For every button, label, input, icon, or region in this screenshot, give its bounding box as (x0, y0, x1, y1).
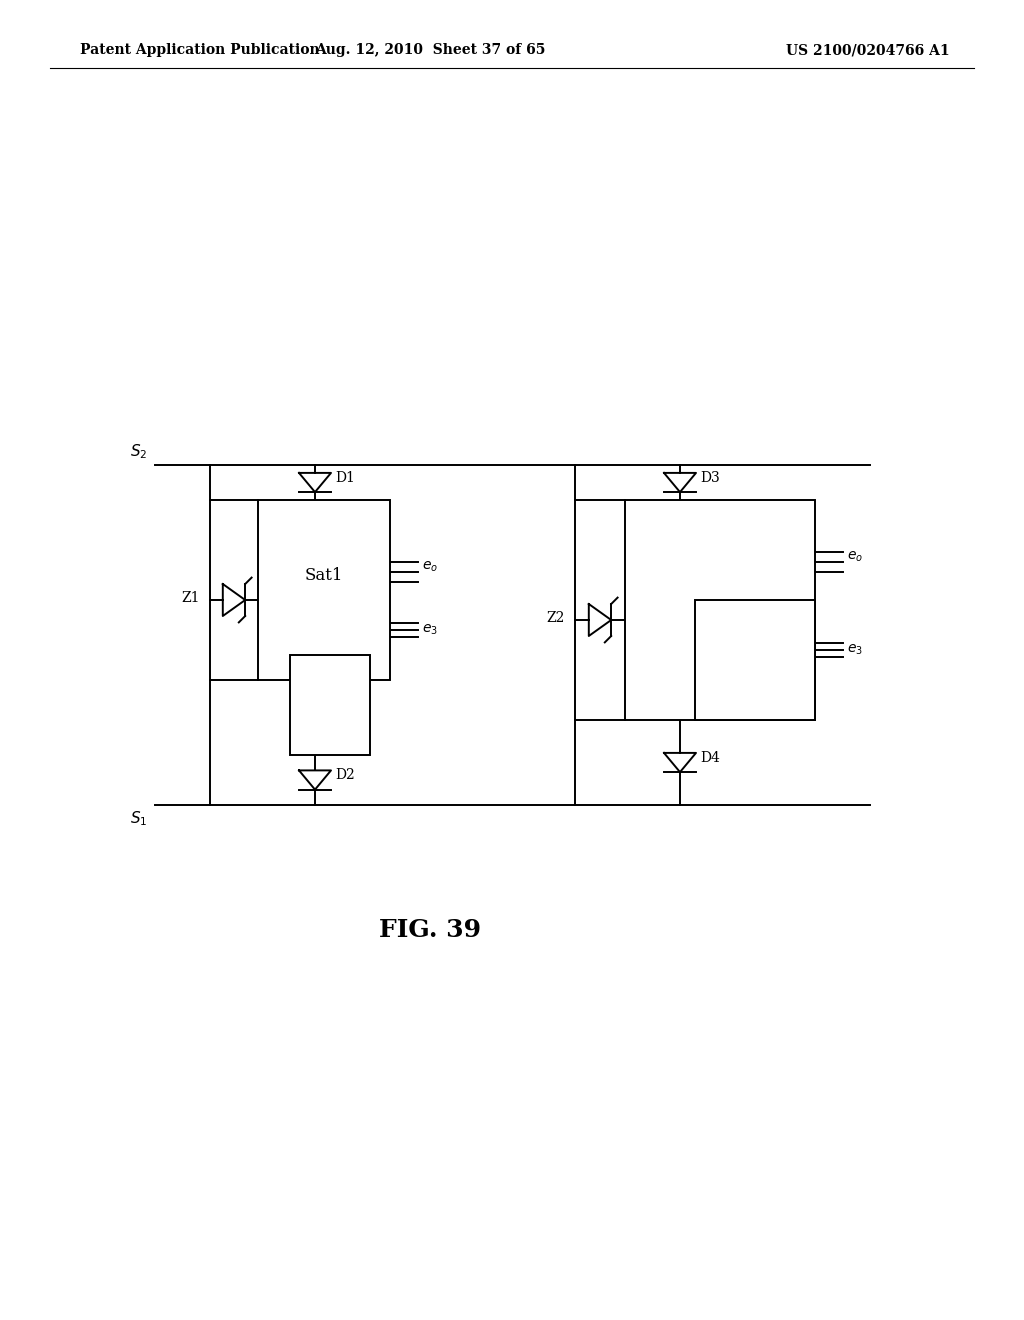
Text: D3: D3 (700, 470, 720, 484)
Bar (258, 500, 390, 680)
Text: Sat1: Sat1 (305, 566, 343, 583)
Text: Z1: Z1 (181, 591, 200, 605)
Text: Patent Application Publication: Patent Application Publication (80, 44, 319, 57)
Text: $e_o$: $e_o$ (422, 560, 438, 574)
Text: Sat2: Sat2 (706, 611, 744, 628)
Text: $e_o$: $e_o$ (847, 549, 863, 564)
Text: D4: D4 (700, 751, 720, 764)
Bar (290, 655, 370, 755)
Text: D1: D1 (335, 470, 355, 484)
Text: $e_3$: $e_3$ (422, 623, 438, 636)
Text: D2: D2 (335, 768, 354, 781)
Text: FIG. 39: FIG. 39 (379, 917, 481, 942)
Text: $S_1$: $S_1$ (130, 809, 147, 828)
Text: Aug. 12, 2010  Sheet 37 of 65: Aug. 12, 2010 Sheet 37 of 65 (314, 44, 545, 57)
Text: $S_2$: $S_2$ (130, 442, 147, 461)
Text: $e_3$: $e_3$ (847, 643, 863, 657)
Bar (625, 500, 815, 719)
Bar (695, 601, 815, 719)
Text: Z2: Z2 (547, 611, 565, 624)
Text: US 2100/0204766 A1: US 2100/0204766 A1 (786, 44, 950, 57)
